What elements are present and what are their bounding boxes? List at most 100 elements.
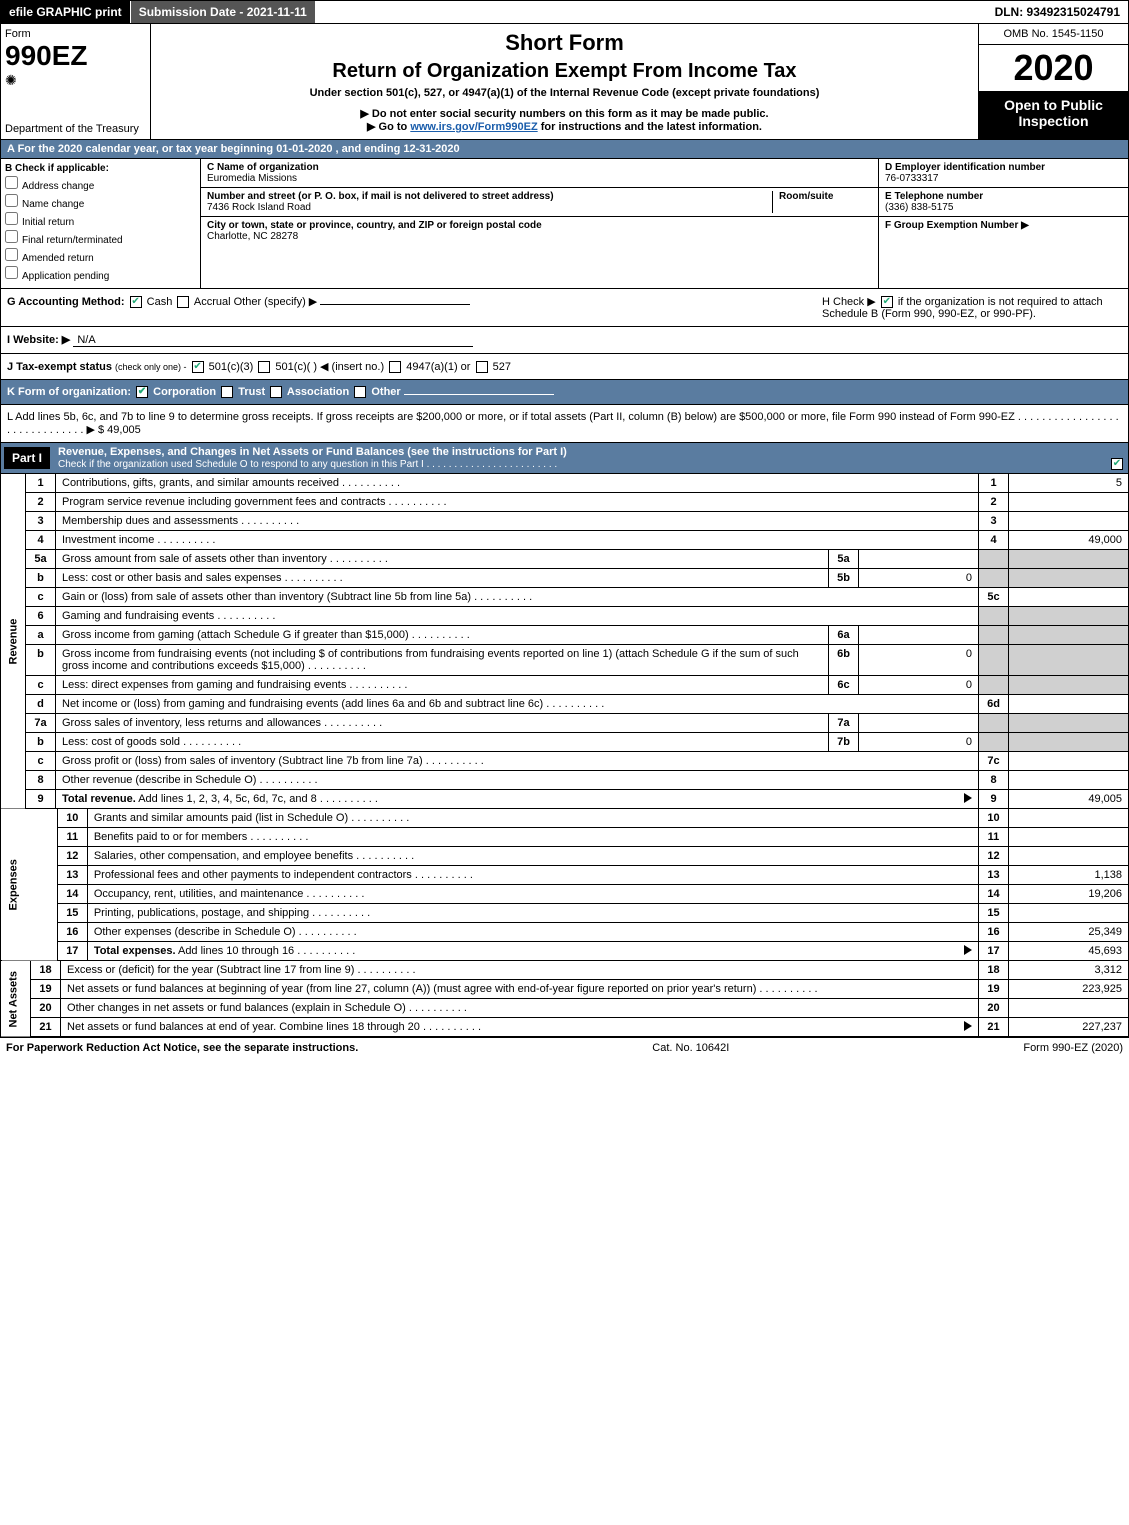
section-b-label: Name change: [22, 199, 84, 210]
irs-link[interactable]: www.irs.gov/Form990EZ: [410, 121, 537, 133]
addr-label: Number and street (or P. O. box, if mail…: [207, 191, 772, 202]
line-number: 10: [57, 809, 87, 828]
netassets-table: Net Assets18Excess or (deficit) for the …: [0, 961, 1129, 1037]
right-value: [1009, 645, 1129, 676]
k-assoc: Association: [287, 386, 349, 398]
submission-date-button[interactable]: Submission Date - 2021-11-11: [131, 1, 315, 23]
section-b-checkbox[interactable]: [5, 194, 18, 207]
line-number: d: [26, 695, 56, 714]
right-label: [979, 714, 1009, 733]
line-description: Grants and similar amounts paid (list in…: [87, 809, 978, 828]
line-number: 2: [26, 493, 56, 512]
section-side-label: Net Assets: [1, 961, 31, 1037]
section-b-checkbox[interactable]: [5, 248, 18, 261]
line-description: Total revenue. Add lines 1, 2, 3, 4, 5c,…: [56, 790, 979, 809]
right-label: 5c: [979, 588, 1009, 607]
section-b: B Check if applicable: Address change Nam…: [1, 159, 201, 288]
mid-label: 7b: [829, 733, 859, 752]
mid-label: 7a: [829, 714, 859, 733]
right-value: [1009, 733, 1129, 752]
line-description: Less: cost or other basis and sales expe…: [56, 569, 829, 588]
mid-value: [859, 714, 979, 733]
line-number: 21: [31, 1018, 61, 1037]
section-b-checkbox[interactable]: [5, 230, 18, 243]
part1-schedule-o-checkbox[interactable]: [1111, 458, 1123, 470]
j-501c3-checkbox[interactable]: [192, 361, 204, 373]
table-row: Expenses10Grants and similar amounts pai…: [1, 809, 1129, 828]
section-b-item: Initial return: [5, 212, 196, 228]
right-label: 11: [979, 828, 1009, 847]
line-number: 18: [31, 961, 61, 980]
line-number: 1: [26, 474, 56, 493]
omb-number: OMB No. 1545-1150: [979, 24, 1128, 45]
efile-print-button[interactable]: efile GRAPHIC print: [1, 1, 131, 23]
j-527-checkbox[interactable]: [476, 361, 488, 373]
section-b-checkbox[interactable]: [5, 212, 18, 225]
line-description: Gain or (loss) from sale of assets other…: [56, 588, 979, 607]
mid-label: 5a: [829, 550, 859, 569]
section-b-checkbox[interactable]: [5, 266, 18, 279]
ein-label: D Employer identification number: [885, 162, 1122, 173]
k-corp-checkbox[interactable]: [136, 386, 148, 398]
section-side-label: Revenue: [1, 474, 26, 809]
right-label: 9: [979, 790, 1009, 809]
mid-value: 0: [859, 733, 979, 752]
inspection-badge: Open to Public Inspection: [979, 91, 1128, 139]
right-value: [1009, 771, 1129, 790]
footer-right: Form 990-EZ (2020): [1023, 1042, 1123, 1054]
addr-value: 7436 Rock Island Road: [207, 202, 772, 213]
table-row: 19Net assets or fund balances at beginni…: [1, 980, 1129, 999]
k-trust-checkbox[interactable]: [221, 386, 233, 398]
section-b-checkbox[interactable]: [5, 176, 18, 189]
cash-checkbox[interactable]: [130, 296, 142, 308]
j-501c-checkbox[interactable]: [258, 361, 270, 373]
right-value: 49,005: [1009, 790, 1129, 809]
table-row: cLess: direct expenses from gaming and f…: [1, 676, 1129, 695]
table-row: 6Gaming and fundraising events . . . . .…: [1, 607, 1129, 626]
section-b-header: B Check if applicable:: [5, 163, 196, 174]
line-number: 14: [57, 885, 87, 904]
line-number: a: [26, 626, 56, 645]
j-527: 527: [493, 361, 511, 373]
table-row: 15Printing, publications, postage, and s…: [1, 904, 1129, 923]
group-label: F Group Exemption Number ▶: [885, 220, 1122, 231]
line-description: Gross income from gaming (attach Schedul…: [56, 626, 829, 645]
dln-label: DLN: 93492315024791: [987, 1, 1128, 23]
line-number: 12: [57, 847, 87, 866]
header-right: OMB No. 1545-1150 2020 Open to Public In…: [978, 24, 1128, 139]
right-value: 5: [1009, 474, 1129, 493]
table-row: 7aGross sales of inventory, less returns…: [1, 714, 1129, 733]
line-number: c: [26, 588, 56, 607]
line-number: 17: [57, 942, 87, 961]
k-assoc-checkbox[interactable]: [270, 386, 282, 398]
org-name: Euromedia Missions: [207, 173, 872, 184]
k-other-input[interactable]: [404, 394, 554, 395]
right-value: [1009, 847, 1129, 866]
k-other-checkbox[interactable]: [354, 386, 366, 398]
section-bcd: B Check if applicable: Address change Nam…: [0, 159, 1129, 289]
section-b-label: Address change: [22, 181, 94, 192]
part1-badge: Part I: [4, 447, 50, 469]
j-501c: 501(c)( ) ◀ (insert no.): [275, 361, 384, 373]
right-value: [1009, 809, 1129, 828]
line-number: b: [26, 733, 56, 752]
accrual-checkbox[interactable]: [177, 296, 189, 308]
table-row: 2Program service revenue including gover…: [1, 493, 1129, 512]
table-row: dNet income or (loss) from gaming and fu…: [1, 695, 1129, 714]
other-specify-input[interactable]: [320, 304, 470, 305]
mid-value: 0: [859, 645, 979, 676]
right-value: [1009, 828, 1129, 847]
j-4947-checkbox[interactable]: [389, 361, 401, 373]
line-description: Investment income . . . . . . . . . .: [56, 531, 979, 550]
right-label: 13: [979, 866, 1009, 885]
tel-label: E Telephone number: [885, 191, 1122, 202]
line-number: 6: [26, 607, 56, 626]
table-row: cGross profit or (loss) from sales of in…: [1, 752, 1129, 771]
part1-row: Part I Revenue, Expenses, and Changes in…: [0, 443, 1129, 474]
h-checkbox[interactable]: [881, 296, 893, 308]
section-side-label: Expenses: [1, 809, 58, 961]
line-a: A For the 2020 calendar year, or tax yea…: [0, 140, 1129, 159]
mid-value: 0: [859, 569, 979, 588]
right-label: 4: [979, 531, 1009, 550]
line-description: Net assets or fund balances at beginning…: [61, 980, 979, 999]
